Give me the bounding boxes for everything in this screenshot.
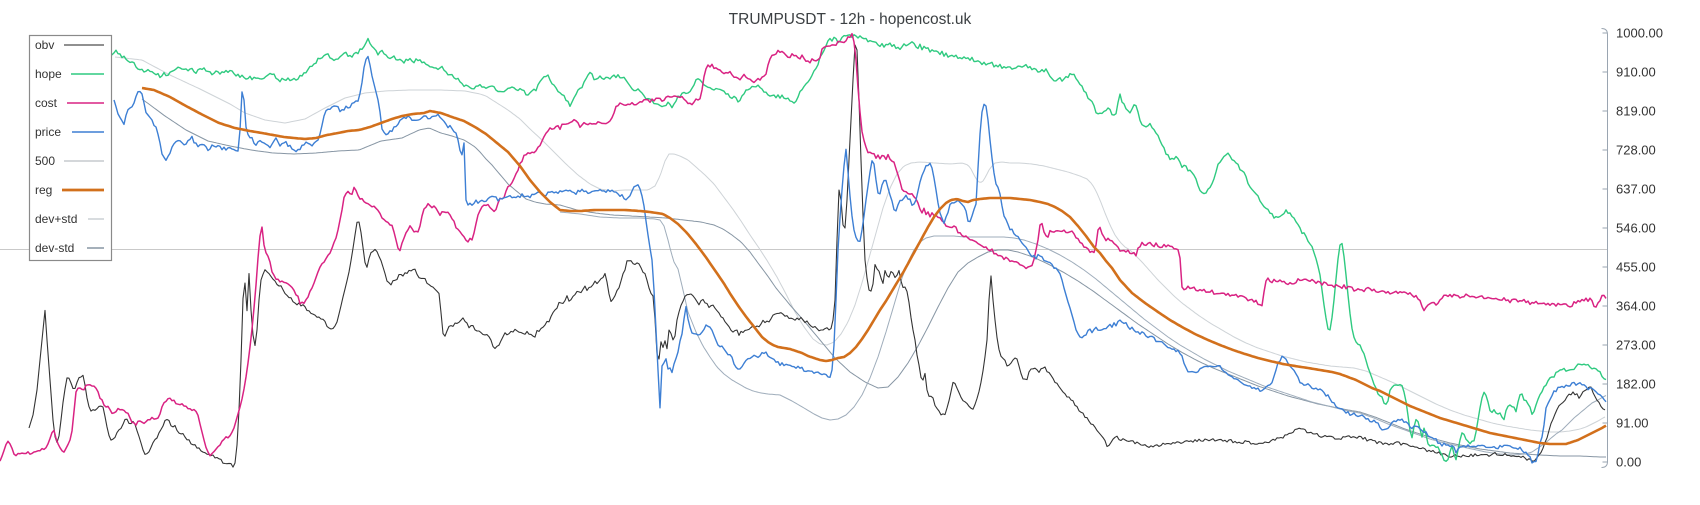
svg-text:728.00: 728.00 <box>1616 143 1656 158</box>
svg-text:500: 500 <box>35 154 55 168</box>
svg-text:hope: hope <box>35 67 62 81</box>
svg-text:455.00: 455.00 <box>1616 260 1656 275</box>
svg-text:1000.00: 1000.00 <box>1616 26 1663 41</box>
svg-text:546.00: 546.00 <box>1616 221 1656 236</box>
svg-text:182.00: 182.00 <box>1616 377 1656 392</box>
svg-text:0.00: 0.00 <box>1616 455 1641 470</box>
svg-text:cost: cost <box>35 96 58 110</box>
svg-text:dev-std: dev-std <box>35 241 74 255</box>
svg-text:obv: obv <box>35 38 54 52</box>
svg-text:reg: reg <box>35 183 52 197</box>
svg-text:364.00: 364.00 <box>1616 299 1656 314</box>
svg-text:910.00: 910.00 <box>1616 65 1656 80</box>
svg-text:price: price <box>35 125 61 139</box>
svg-text:273.00: 273.00 <box>1616 338 1656 353</box>
svg-text:91.00: 91.00 <box>1616 416 1649 431</box>
svg-text:819.00: 819.00 <box>1616 104 1656 119</box>
svg-text:TRUMPUSDT - 12h - hopencost.uk: TRUMPUSDT - 12h - hopencost.uk <box>729 11 972 28</box>
svg-text:dev+std: dev+std <box>35 212 77 226</box>
svg-text:637.00: 637.00 <box>1616 182 1656 197</box>
